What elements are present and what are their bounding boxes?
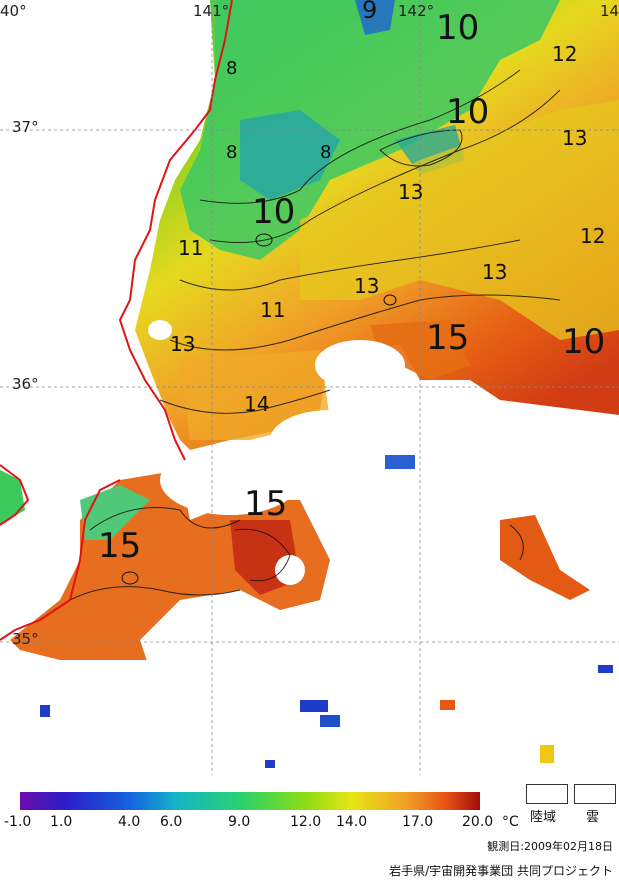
sea-surface-temperature-map — [0, 0, 619, 775]
latitude-label-37: 37° — [12, 118, 39, 136]
contour-label: 10 — [562, 322, 606, 362]
latitude-label-35: 35° — [12, 630, 39, 648]
small-eddies — [121, 233, 397, 585]
colorbar-tick: 9.0 — [228, 814, 251, 830]
east-warm-patch — [500, 515, 590, 600]
contour-label: 15 — [244, 484, 288, 524]
contour-label: 10 — [252, 192, 296, 232]
contour-label: 12 — [580, 224, 606, 248]
contour-label: 13 — [398, 180, 424, 204]
contour-label: 8 — [226, 58, 238, 79]
coastline-south — [0, 479, 121, 641]
longitude-label-142: 142° — [398, 2, 435, 20]
contour-label: 13 — [354, 274, 380, 298]
contour-label: 10 — [446, 92, 490, 132]
cold-eddy-north — [355, 0, 395, 35]
contour-label: 11 — [260, 298, 286, 322]
coastline-west — [0, 464, 30, 526]
cloud-areas — [0, 320, 619, 775]
longitude-label-143: 14 — [600, 2, 619, 20]
contour-label: 12 — [552, 42, 578, 66]
colorbar-tick: 14.0 — [336, 814, 368, 830]
lat-lon-grid — [0, 0, 619, 775]
contour-label: 8 — [320, 142, 332, 163]
colorbar-unit: °C — [502, 814, 519, 830]
contour-label: 8 — [226, 142, 238, 163]
colorbar-tick: 4.0 — [118, 814, 141, 830]
longitude-label-140: 40° — [0, 2, 27, 20]
latitude-label-36: 36° — [12, 375, 39, 393]
sea-specks — [40, 455, 613, 768]
temperature-colorbar — [20, 792, 480, 810]
contour-label: 10 — [436, 8, 480, 48]
contour-label: 11 — [178, 236, 204, 260]
contour-label: 13 — [170, 332, 196, 356]
credit-text: 岩手県/宇宙開発事業団 共同プロジェクト — [389, 864, 613, 878]
isotherm-contours — [69, 69, 561, 601]
contour-label: 13 — [562, 126, 588, 150]
colorbar-tick: 17.0 — [402, 814, 434, 830]
warm-water-tongue — [300, 100, 619, 340]
colorbar-tick: -1.0 — [4, 814, 32, 830]
colorbar-tick: 1.0 — [50, 814, 73, 830]
colorbar-tick: 20.0 — [462, 814, 494, 830]
cold-water-core — [240, 110, 340, 200]
observation-date: 観測日:2009年02月18日 — [487, 840, 613, 853]
colorbar-tick: 12.0 — [290, 814, 322, 830]
cloud-key-label: 雲 — [586, 810, 600, 825]
colorbar-tick: 6.0 — [160, 814, 183, 830]
contour-label: 9 — [362, 0, 378, 24]
land-key-label: 陸域 — [530, 810, 557, 825]
contour-label: 15 — [426, 318, 470, 358]
land-key-swatch — [526, 784, 568, 804]
cool-patch-south — [80, 485, 150, 540]
longitude-label-141: 141° — [193, 2, 230, 20]
cloud-key-swatch — [574, 784, 616, 804]
coastline-north — [118, 0, 233, 461]
contour-label: 15 — [98, 526, 142, 566]
contour-label: 13 — [482, 260, 508, 284]
contour-label: 14 — [244, 392, 270, 416]
